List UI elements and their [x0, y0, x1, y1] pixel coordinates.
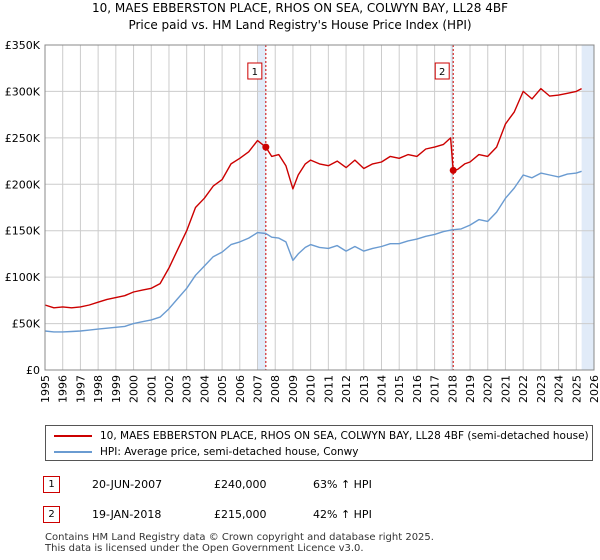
- x-tick-label-15: 2010: [305, 375, 318, 403]
- footer: Contains HM Land Registry data © Crown c…: [45, 532, 434, 554]
- title-line-2: Price paid vs. HM Land Registry's House …: [128, 18, 472, 32]
- footer-line-2: This data is licensed under the Open Gov…: [45, 543, 364, 554]
- x-tick-label-14: 2009: [287, 375, 300, 403]
- legend-swatch-hpi: [54, 451, 92, 453]
- x-tick-label-0: 1995: [39, 375, 52, 403]
- x-tick-label-1: 1996: [57, 375, 70, 403]
- sale-number-1: 1: [43, 476, 60, 493]
- sale-marker-label-2: 2: [439, 67, 445, 78]
- x-tick-label-20: 2015: [393, 375, 406, 403]
- x-tick-label-18: 2013: [358, 375, 371, 403]
- x-tick-label-26: 2021: [499, 375, 512, 403]
- x-tick-label-19: 2014: [375, 375, 388, 403]
- y-tick-label-1: £50K: [12, 318, 41, 331]
- y-tick-label-5: £250K: [5, 132, 41, 145]
- legend-label-property: 10, MAES EBBERSTON PLACE, RHOS ON SEA, C…: [100, 430, 589, 442]
- y-tick-label-3: £150K: [5, 225, 41, 238]
- sale-price-2: £215,000: [214, 508, 267, 521]
- plot-area: [45, 45, 594, 370]
- legend-swatch-property: [54, 435, 92, 437]
- sale-point-1: [262, 143, 270, 151]
- shaded-range-1: [257, 45, 266, 370]
- plot-border: [44, 44, 595, 371]
- sale-hpi-2: 42% ↑ HPI: [313, 508, 372, 521]
- x-tick-label-31: 2026: [588, 375, 600, 403]
- x-tick-label-8: 2003: [181, 375, 194, 403]
- x-tick-label-23: 2018: [446, 375, 459, 403]
- x-tick-label-29: 2024: [553, 375, 566, 403]
- hpi-line: [44, 170, 582, 333]
- sale-price-1: £240,000: [214, 478, 267, 491]
- y-tick-label-4: £200K: [5, 178, 41, 191]
- x-tick-label-21: 2016: [411, 375, 424, 403]
- x-tick-label-17: 2012: [340, 375, 353, 403]
- sale-number-2: 2: [43, 506, 60, 523]
- sale-row-1: 1 20-JUN-2007 £240,000 63% ↑ HPI: [0, 476, 600, 498]
- property-price-line: [44, 87, 582, 309]
- x-tick-label-27: 2022: [517, 375, 530, 403]
- x-tick-label-9: 2004: [198, 375, 211, 403]
- sale-date-2: 19-JAN-2018: [92, 508, 162, 521]
- sale-marker-box-1: [247, 62, 263, 80]
- x-tick-label-30: 2025: [570, 375, 583, 403]
- x-tick-label-4: 1999: [110, 375, 123, 403]
- title-line-1: 10, MAES EBBERSTON PLACE, RHOS ON SEA, C…: [91, 1, 508, 15]
- x-tick-label-24: 2019: [464, 375, 477, 403]
- x-tick-label-7: 2002: [163, 375, 176, 403]
- sale-point-2: [449, 166, 457, 174]
- legend: 10, MAES EBBERSTON PLACE, RHOS ON SEA, C…: [45, 425, 593, 461]
- x-tick-label-2: 1997: [74, 375, 87, 403]
- y-tick-label-7: £350K: [5, 39, 41, 52]
- legend-label-hpi: HPI: Average price, semi-detached house,…: [100, 446, 359, 458]
- y-tick-label-6: £300K: [5, 85, 41, 98]
- x-tick-label-10: 2005: [216, 375, 229, 403]
- x-tick-label-6: 2001: [145, 375, 158, 403]
- x-tick-label-5: 2000: [128, 375, 141, 403]
- chart-title: 10, MAES EBBERSTON PLACE, RHOS ON SEA, C…: [0, 0, 600, 34]
- sale-marker-box-2: [434, 62, 450, 80]
- x-tick-label-28: 2023: [535, 375, 548, 403]
- x-tick-label-12: 2007: [252, 375, 265, 403]
- x-tick-label-13: 2008: [269, 375, 282, 403]
- shaded-range-3: [581, 45, 594, 370]
- x-tick-label-3: 1998: [92, 375, 105, 403]
- x-tick-label-25: 2020: [482, 375, 495, 403]
- sale-marker-label-1: 1: [252, 67, 258, 78]
- x-tick-label-16: 2011: [322, 375, 335, 403]
- x-tick-label-11: 2006: [234, 375, 247, 403]
- price-chart: £0 £50K £100K £150K £200K £250K £300K £350K 1995…: [5, 39, 600, 403]
- y-tick-label-2: £100K: [5, 271, 41, 284]
- y-tick-label-0: £0: [26, 364, 40, 377]
- footer-line-1: Contains HM Land Registry data © Crown c…: [45, 532, 434, 543]
- sale-date-1: 20-JUN-2007: [92, 478, 163, 491]
- sale-row-2: 2 19-JAN-2018 £215,000 42% ↑ HPI: [0, 506, 600, 528]
- sale-hpi-1: 63% ↑ HPI: [313, 478, 372, 491]
- x-tick-label-22: 2017: [429, 375, 442, 403]
